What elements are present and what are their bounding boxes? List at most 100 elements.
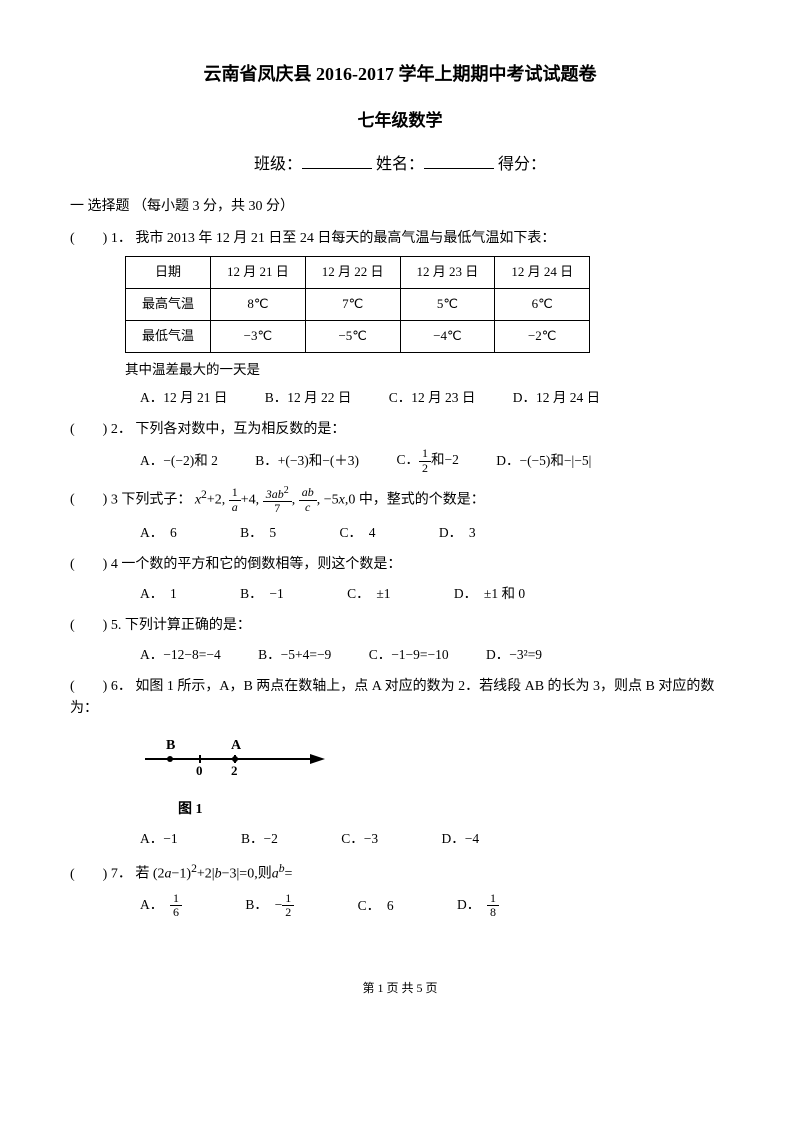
page-title: 云南省凤庆县 2016-2017 学年上期期中考试试题卷 — [70, 60, 730, 89]
td: 最高气温 — [126, 289, 211, 321]
frac: 3ab27 — [263, 485, 292, 515]
option-c: C．−3 — [341, 828, 378, 850]
question-text: 一个数的平方和它的倒数相等，则这个数是： — [121, 557, 401, 572]
th: 12 月 24 日 — [495, 257, 590, 289]
option-d: D． ±1 和 0 — [454, 583, 525, 605]
answer-paren: ( ) — [70, 228, 107, 250]
q1-options: A．12 月 21 日 B．12 月 22 日 C．12 月 23 日 D．12… — [140, 386, 730, 409]
question-4: ( ) 4 一个数的平方和它的倒数相等，则这个数是： — [70, 554, 730, 576]
answer-paren: ( ) — [70, 676, 107, 698]
expr-tail: +2, — [207, 492, 229, 507]
td: −4℃ — [400, 320, 495, 352]
number-line-icon: B A 0 2 — [140, 729, 330, 799]
question-number: 6． — [111, 679, 132, 694]
option-b: B．−5+4=−9 — [258, 644, 331, 666]
frac: 1a — [229, 486, 241, 513]
option-d: D．−(−5)和−|−5| — [496, 450, 591, 472]
question-3: ( ) 3 下列式子： x2+2, 1a+4, 3ab27, abc, −5x,… — [70, 485, 730, 515]
number-line-figure: B A 0 2 图 1 — [140, 729, 730, 821]
q7-options: A． 16 B． −12 C． 6 D． 18 — [140, 892, 730, 919]
question-text: 如图 1 所示，A，B 两点在数轴上，点 A 对应的数为 2．若线段 AB 的长… — [70, 679, 714, 716]
option-c: C． 4 — [340, 522, 376, 544]
answer-paren: ( ) — [70, 419, 107, 441]
expr-tail: , −5 — [317, 492, 339, 507]
table-row: 最低气温 −3℃ −5℃ −4℃ −2℃ — [126, 320, 590, 352]
option-c: C． ±1 — [347, 583, 390, 605]
option-a: A． 16 — [140, 892, 182, 919]
option-b: B．+(−3)和−(＋3) — [255, 450, 359, 472]
svg-text:A: A — [231, 738, 242, 753]
td: −5℃ — [305, 320, 400, 352]
expr: +2| — [197, 867, 215, 882]
q6-options: A．−1 B．−2 C．−3 D．−4 — [140, 827, 730, 850]
var: a — [272, 867, 279, 882]
question-1: ( ) 1． 我市 2013 年 12 月 21 日至 24 日每天的最高气温与… — [70, 228, 730, 250]
option-b: B． 5 — [240, 522, 276, 544]
answer-paren: ( ) — [70, 864, 107, 886]
option-d: D．−4 — [442, 828, 480, 850]
question-number: 5. — [111, 618, 122, 633]
th: 12 月 23 日 — [400, 257, 495, 289]
th: 12 月 21 日 — [211, 257, 306, 289]
question-number: 3 — [111, 492, 118, 507]
question-text: 下列计算正确的是： — [125, 618, 251, 633]
svg-text:0: 0 — [196, 763, 203, 778]
svg-text:2: 2 — [231, 763, 238, 778]
temperature-table: 日期 12 月 21 日 12 月 22 日 12 月 23 日 12 月 24… — [125, 256, 590, 352]
option-d: D．12 月 24 日 — [513, 387, 600, 409]
frac: abc — [299, 486, 317, 513]
option-b: B． −12 — [245, 892, 294, 919]
score-label: 得分： — [498, 156, 546, 173]
td: 最低气温 — [126, 320, 211, 352]
option-b: B．−2 — [241, 828, 278, 850]
answer-paren: ( ) — [70, 489, 107, 511]
expr: −1) — [172, 867, 192, 882]
class-blank — [302, 153, 372, 169]
th: 日期 — [126, 257, 211, 289]
page-subtitle: 七年级数学 — [70, 107, 730, 134]
svg-text:B: B — [166, 738, 175, 753]
option-c: C．−1−9=−10 — [369, 644, 449, 666]
table-row: 最高气温 8℃ 7℃ 5℃ 6℃ — [126, 289, 590, 321]
option-a: A． 1 — [140, 583, 177, 605]
question-5: ( ) 5. 下列计算正确的是： — [70, 615, 730, 637]
option-a: A． 6 — [140, 522, 177, 544]
q2-options: A．−(−2)和 2 B．+(−3)和−(＋3) C．12和−2 D．−(−5)… — [140, 447, 730, 474]
option-d: D． 18 — [457, 892, 499, 919]
option-c: C． 6 — [358, 895, 394, 917]
question-number: 1． — [111, 231, 132, 246]
q1-note: 其中温差最大的一天是 — [125, 359, 730, 381]
q3-options: A． 6 B． 5 C． 4 D． 3 — [140, 521, 730, 544]
option-b: B． −1 — [240, 583, 284, 605]
question-text: 下列式子： — [121, 492, 191, 507]
option-a: A．−12−8=−4 — [140, 644, 221, 666]
q4-options: A． 1 B． −1 C． ±1 D． ±1 和 0 — [140, 582, 730, 605]
section-1-header: 一 选择题 （每小题 3 分，共 30 分） — [70, 196, 730, 218]
td: 7℃ — [305, 289, 400, 321]
option-a: A．−(−2)和 2 — [140, 450, 218, 472]
q5-options: A．−12−8=−4 B．−5+4=−9 C．−1−9=−10 D．−3²=9 — [140, 643, 730, 666]
option-d: D． 3 — [439, 522, 476, 544]
td: 6℃ — [495, 289, 590, 321]
td: 5℃ — [400, 289, 495, 321]
page-footer: 第 1 页 共 5 页 — [70, 979, 730, 998]
figure-label: 图 1 — [178, 799, 730, 821]
expr-tail: +4, — [241, 492, 263, 507]
expr: = — [285, 867, 293, 882]
option-c: C．12和−2 — [396, 447, 458, 474]
question-7: ( ) 7． 若 (2a−1)2+2|b−3|=0,则ab= — [70, 860, 730, 886]
question-text: 我市 2013 年 12 月 21 日至 24 日每天的最高气温与最低气温如下表… — [135, 231, 555, 246]
option-b: B．12 月 22 日 — [265, 387, 352, 409]
answer-paren: ( ) — [70, 554, 107, 576]
option-a: A．12 月 21 日 — [140, 387, 227, 409]
name-label: 姓名： — [376, 156, 424, 173]
student-info-line: 班级： 姓名： 得分： — [70, 152, 730, 178]
td: −2℃ — [495, 320, 590, 352]
td: 8℃ — [211, 289, 306, 321]
table-row: 日期 12 月 21 日 12 月 22 日 12 月 23 日 12 月 24… — [126, 257, 590, 289]
td: −3℃ — [211, 320, 306, 352]
question-number: 4 — [111, 557, 118, 572]
option-c: C．12 月 23 日 — [389, 387, 476, 409]
option-a: A．−1 — [140, 828, 178, 850]
name-blank — [424, 153, 494, 169]
